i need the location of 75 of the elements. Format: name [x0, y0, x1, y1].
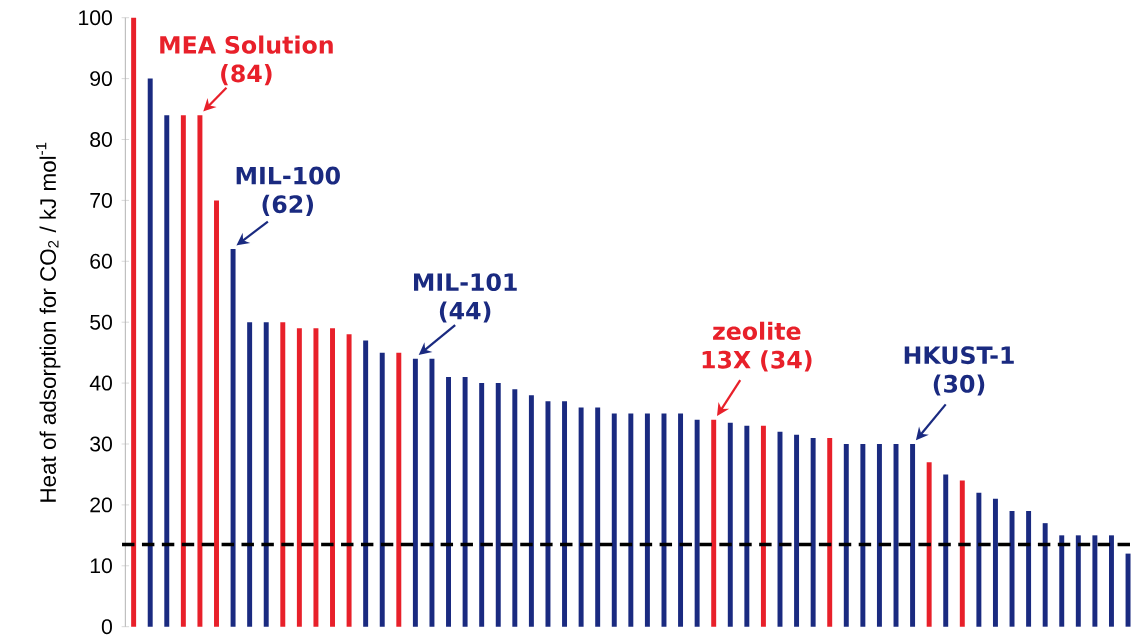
- bar: [678, 413, 684, 627]
- bar: [263, 322, 269, 627]
- bar: [429, 358, 435, 627]
- bar: [396, 352, 402, 627]
- y-axis-title: Heat of adsorption for CO$_{2}$ / kJ mol$^{-1}$: [36, 142, 61, 502]
- bar: [711, 419, 717, 627]
- bar: [1026, 510, 1032, 627]
- bar: [1042, 523, 1048, 627]
- bar: [330, 328, 335, 627]
- y-tick-label: 40: [89, 375, 112, 391]
- bar: [1092, 535, 1098, 627]
- bar: [446, 376, 451, 627]
- bar: [943, 474, 949, 627]
- y-tick-label: 30: [90, 436, 112, 452]
- bar: [247, 322, 253, 627]
- bar: [1075, 535, 1081, 627]
- bar: [197, 115, 203, 627]
- bar: [727, 422, 733, 627]
- bar: [810, 437, 816, 627]
- bar: [694, 419, 700, 627]
- bar: [379, 352, 385, 627]
- y-tick-label: 20: [90, 497, 112, 513]
- annotation: HKUST-1 (30): [904, 346, 1014, 396]
- annotation: MEA Solution (84): [160, 35, 333, 86]
- bar: [180, 115, 186, 627]
- bar: [976, 492, 982, 627]
- bar: [910, 443, 916, 627]
- y-tick-label: 70: [90, 192, 112, 208]
- bar: [528, 395, 534, 627]
- annotation: MIL-101 (44): [414, 273, 517, 323]
- bar: [794, 434, 800, 627]
- bar: [860, 443, 866, 627]
- bar: [479, 383, 485, 627]
- annotation: zeolite 13X (34): [702, 321, 812, 372]
- y-tick-label: 0: [101, 619, 112, 635]
- bar: [744, 425, 750, 627]
- y-tick-label: 90: [90, 71, 112, 86]
- bar: [628, 413, 634, 627]
- bar: [131, 17, 137, 627]
- bar: [1108, 535, 1114, 627]
- y-tick-label: 80: [90, 131, 112, 147]
- bar: [164, 115, 170, 627]
- bar: [280, 322, 286, 627]
- bar: [462, 376, 468, 627]
- y-tick-label: 10: [90, 558, 112, 574]
- bar: [363, 340, 369, 627]
- bar: [827, 437, 833, 627]
- bar: [611, 413, 617, 627]
- bar: [1125, 553, 1131, 627]
- bar: [1059, 535, 1065, 627]
- bar: [926, 462, 932, 627]
- bar: [512, 389, 518, 627]
- bar: [843, 443, 849, 627]
- bar: [760, 425, 766, 627]
- y-tick-label: 60: [90, 253, 112, 269]
- bar: [214, 200, 219, 627]
- bar: [578, 407, 584, 627]
- bar: [230, 249, 236, 627]
- bar: [545, 401, 551, 627]
- bar: [644, 413, 650, 627]
- bar: [313, 328, 319, 627]
- bar: [412, 358, 418, 627]
- y-tick-label: 50: [90, 314, 112, 330]
- bar: [346, 334, 352, 627]
- bar: [562, 401, 568, 627]
- bar: [147, 78, 153, 627]
- bar: [1009, 510, 1015, 627]
- bar: [876, 443, 882, 627]
- bar: [959, 480, 965, 627]
- annotation: MIL-100 (62): [236, 166, 340, 216]
- bar: [595, 407, 601, 627]
- bar: [992, 498, 998, 627]
- bar: [296, 328, 302, 627]
- bar: [495, 383, 501, 627]
- y-tick-label: 100: [79, 10, 112, 26]
